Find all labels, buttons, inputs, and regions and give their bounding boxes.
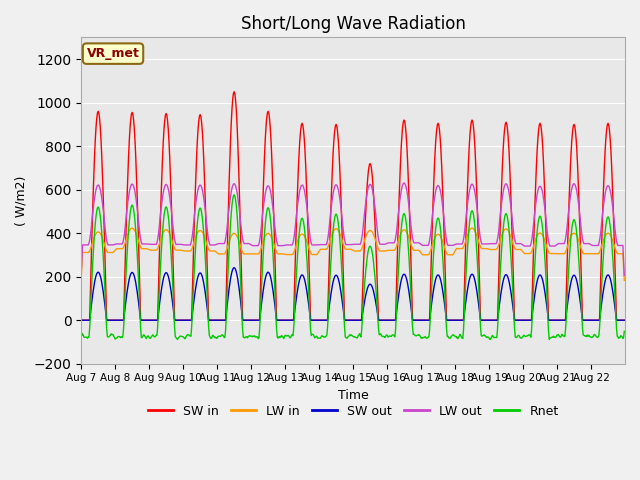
Title: Short/Long Wave Radiation: Short/Long Wave Radiation [241,15,465,33]
Text: VR_met: VR_met [86,47,140,60]
X-axis label: Time: Time [338,389,369,402]
Y-axis label: ( W/m2): ( W/m2) [15,175,28,226]
Legend: SW in, LW in, SW out, LW out, Rnet: SW in, LW in, SW out, LW out, Rnet [143,400,564,423]
